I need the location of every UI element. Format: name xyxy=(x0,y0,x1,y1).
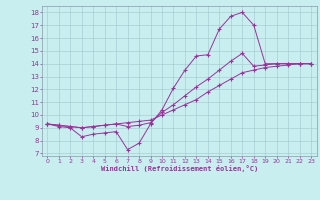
X-axis label: Windchill (Refroidissement éolien,°C): Windchill (Refroidissement éolien,°C) xyxy=(100,165,258,172)
